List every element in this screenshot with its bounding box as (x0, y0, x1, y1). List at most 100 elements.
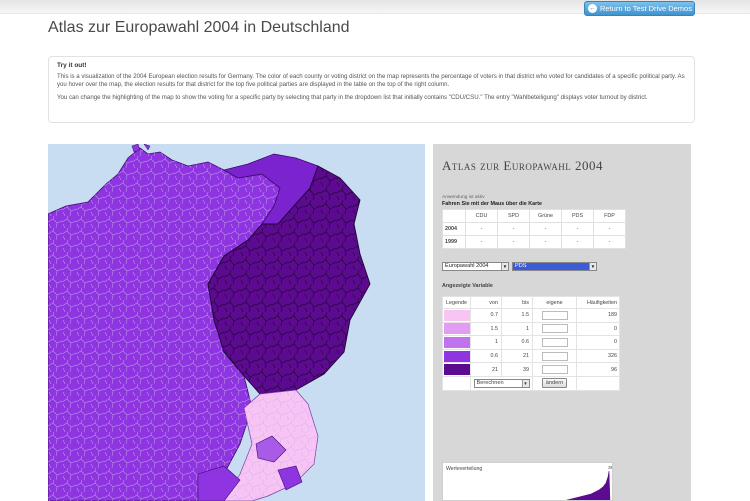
legend-swatch-cell (442, 348, 471, 364)
party-select-value: PDS (515, 263, 527, 269)
legend-from: 1.5 (470, 321, 502, 337)
calc-method-select[interactable]: Berechnen ▼ (473, 378, 530, 388)
info-heading: Try it out! (57, 62, 87, 69)
legend-to: 1.5 (501, 308, 533, 323)
legend-header-row: Legende von bis eigene Häufigkeiten (442, 296, 620, 309)
results-cell: - (497, 222, 530, 236)
bavaria-patch-2[interactable] (255, 435, 287, 463)
legend-freq: 0 (576, 335, 620, 350)
legend-freq: 326 (576, 348, 620, 364)
legend-row: 0.7 1.5 189 (442, 308, 620, 323)
results-cell: - (561, 235, 594, 249)
legend-freq: 189 (576, 308, 620, 323)
legend-own-input[interactable] (541, 310, 568, 320)
election-select[interactable]: Europawahl 2004 ▼ (442, 262, 509, 271)
party-header-fdp: FDP (593, 209, 626, 223)
legend-row: 1 0.6 0 (442, 335, 620, 350)
info-paragraph-1: This is a visualization of the 2004 Euro… (57, 73, 685, 89)
legend-header-own: eigene (532, 296, 577, 309)
results-year: 2004 (442, 222, 466, 236)
legend-from: 0.6 (470, 348, 502, 364)
election-select-value: Europawahl 2004 (445, 263, 489, 269)
bavaria-patch-1[interactable] (197, 465, 241, 501)
legend-freq: 0 (576, 321, 620, 337)
legend-swatch[interactable] (443, 336, 470, 348)
results-row-1999: 1999 - - - - - (442, 235, 626, 249)
legend-row: 1.5 1 0 (442, 321, 620, 337)
legend-row: 21 39 96 (442, 362, 620, 377)
calc-select-cell: Berechnen ▼ (470, 375, 533, 391)
chevron-down-icon[interactable]: ▼ (589, 263, 596, 270)
election-map[interactable] (48, 144, 425, 501)
party-header-spd: SPD (497, 209, 530, 223)
chevron-down-icon[interactable]: ▼ (501, 263, 508, 270)
side-panel: Atlas zur Europawahl 2004 Anwendung ist … (433, 144, 691, 501)
party-header-cdu: CDU (465, 209, 498, 223)
legend-swatch[interactable] (443, 309, 470, 321)
distribution-curve (566, 470, 611, 500)
info-paragraph-2: You can change the highlighting of the m… (57, 93, 648, 101)
distribution-label: Werteverteilung (446, 466, 483, 472)
legend-header-legend: Legende (442, 296, 471, 309)
germany-map-svg[interactable] (48, 144, 425, 501)
change-button-cell: ändern (532, 375, 577, 391)
change-button[interactable]: ändern (541, 378, 568, 389)
legend-to: 39 (501, 362, 533, 377)
top-bar (0, 0, 750, 14)
legend-own-cell (532, 321, 577, 337)
results-cell: - (529, 222, 562, 236)
results-row-2004: 2004 - - - - - (442, 222, 626, 236)
results-cell: - (465, 235, 498, 249)
legend-header-to: bis (501, 296, 533, 309)
legend-freq: 96 (576, 362, 620, 377)
legend-swatch[interactable] (443, 323, 470, 335)
legend-swatch-cell (442, 321, 471, 337)
legend-swatch[interactable] (443, 350, 470, 362)
legend-own-input[interactable] (541, 365, 568, 375)
legend-own-cell (532, 308, 577, 323)
legend-empty-cell (576, 375, 620, 391)
results-cell: - (593, 235, 626, 249)
hover-hint: Fahren Sie mit der Maus über die Karte (442, 201, 543, 207)
legend-own-cell (532, 335, 577, 350)
party-header-gruene: Grüne (529, 209, 562, 223)
results-year: 1999 (442, 235, 466, 249)
distribution-max: 39 (608, 466, 613, 471)
legend-header-from: von (470, 296, 502, 309)
legend-own-input[interactable] (541, 351, 568, 361)
party-header-pds: PDS (561, 209, 594, 223)
legend-from: 21 (470, 362, 502, 377)
legend-to: 1 (501, 321, 533, 337)
legend-own-input[interactable] (541, 324, 568, 334)
legend-swatch-cell (442, 308, 471, 323)
legend-swatch-cell (442, 335, 471, 350)
legend-swatch-cell (442, 362, 471, 377)
info-box: Try it out! This is a visualization of t… (48, 56, 695, 123)
legend-from: 0.7 (470, 308, 502, 323)
party-select[interactable]: PDS ▼ (512, 262, 597, 271)
legend-row: 0.6 21 326 (442, 348, 620, 364)
legend-own-cell (532, 348, 577, 364)
panel-title: Atlas zur Europawahl 2004 (442, 158, 604, 173)
return-to-demos-button[interactable]: ← Return to Test Drive Demos (584, 1, 695, 16)
north-islands (131, 144, 151, 153)
legend-swatch[interactable] (443, 364, 470, 376)
chevron-down-icon[interactable]: ▼ (521, 379, 529, 387)
legend-action-row: Berechnen ▼ ändern (442, 375, 620, 391)
legend-from: 1 (470, 335, 502, 350)
page-title: Atlas zur Europawahl 2004 in Deutschland (48, 19, 350, 36)
results-cell: - (593, 222, 626, 236)
arrow-left-icon: ← (588, 4, 597, 13)
legend-own-input[interactable] (541, 337, 568, 347)
bavaria-patch-3[interactable] (277, 465, 303, 491)
return-to-demos-label: Return to Test Drive Demos (600, 4, 692, 13)
results-cell: - (465, 222, 498, 236)
results-cell: - (529, 235, 562, 249)
select-row: Europawahl 2004 ▼ PDS ▼ (442, 262, 597, 271)
legend-own-cell (532, 362, 577, 377)
legend-table: Legende von bis eigene Häufigkeiten 0.7 … (442, 296, 620, 391)
results-table: CDU SPD Grüne PDS FDP 2004 - - - - - 199… (442, 209, 626, 249)
variable-label: Angezeigte Variable (442, 283, 493, 289)
results-cell: - (561, 222, 594, 236)
value-distribution-chart: Werteverteilung 39 (442, 462, 613, 501)
